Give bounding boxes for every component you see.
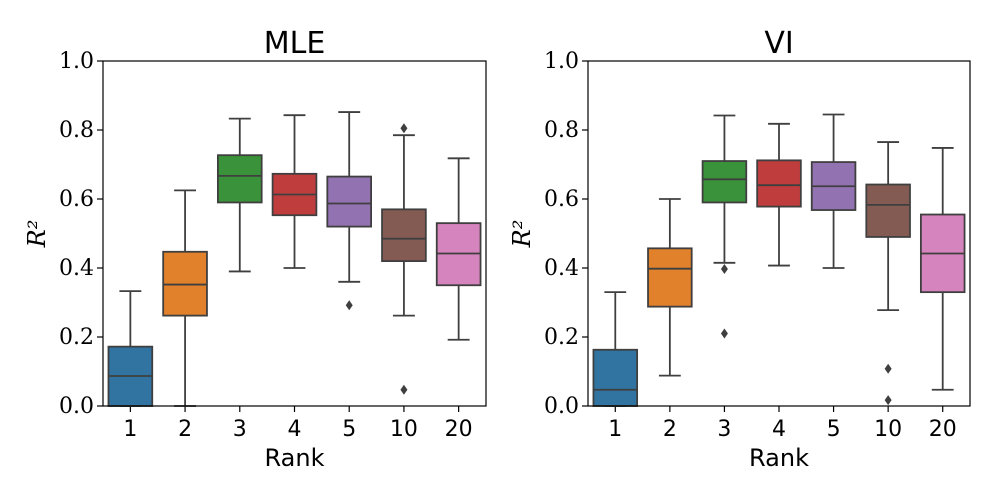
- box-5: [326, 111, 373, 311]
- plot-frame: [102, 60, 487, 407]
- outlier-point: [400, 123, 408, 134]
- outlier-point: [884, 395, 892, 406]
- x-tick-label: 4: [288, 417, 302, 442]
- box-3: [701, 114, 748, 339]
- outlier-point: [720, 328, 728, 339]
- y-tick-label: 0.2: [544, 325, 579, 350]
- box-1: [592, 291, 639, 407]
- chart-title: MLE: [264, 26, 326, 61]
- box-body: [756, 159, 802, 208]
- outlier-point: [884, 363, 892, 374]
- x-tick-label: 10: [874, 417, 902, 442]
- outlier-point: [400, 384, 408, 395]
- y-tick-label: 0.4: [59, 256, 94, 281]
- box-body: [592, 348, 639, 407]
- box-2: [647, 198, 693, 377]
- chart-panel-2: VI 0.0 0.2 0.4 0.6 0.8 1.0 1 2 3 4 5 10 20 Rank R²: [508, 26, 971, 472]
- x-tick-label: 2: [663, 417, 677, 442]
- y-tick-label: 0.8: [544, 118, 579, 143]
- box-body: [326, 175, 373, 228]
- x-tick-label: 5: [827, 417, 841, 442]
- y-tick-label: 1.0: [59, 49, 94, 74]
- box-20: [435, 157, 482, 341]
- box-body: [701, 160, 748, 204]
- x-tick-label: 20: [929, 417, 957, 442]
- x-axis-label: Rank: [265, 444, 325, 472]
- box-4: [756, 122, 802, 267]
- box-body: [216, 154, 263, 204]
- box-10: [865, 141, 911, 406]
- outlier-point: [345, 300, 353, 311]
- box-5: [810, 113, 857, 269]
- x-tick-label: 1: [608, 417, 622, 442]
- x-tick-label: 3: [717, 417, 731, 442]
- box-2: [162, 189, 208, 407]
- box-20: [919, 147, 966, 391]
- box-4: [271, 114, 318, 269]
- outlier-point: [720, 264, 728, 275]
- y-tick-label: 0.4: [544, 256, 579, 281]
- y-tick-label: 0.0: [544, 394, 579, 419]
- x-tick-label: 1: [123, 417, 137, 442]
- plot-frame: [587, 60, 971, 407]
- chart-panel-1: MLE 0.0 0.2 0.4 0.6 0.8 1.0 1 2 3 4 5 10 20 Rank R²: [23, 26, 487, 472]
- y-axis-label: R²: [23, 220, 51, 249]
- box-3: [216, 117, 263, 273]
- y-axis-label: R²: [508, 220, 536, 249]
- x-tick-label: 5: [342, 417, 356, 442]
- box-body: [381, 208, 427, 263]
- y-tick-label: 0.0: [59, 394, 94, 419]
- x-tick-label: 10: [390, 417, 418, 442]
- box-10: [381, 123, 427, 395]
- x-tick-label: 4: [772, 417, 786, 442]
- x-tick-label: 20: [445, 417, 473, 442]
- y-tick-label: 0.6: [59, 187, 94, 212]
- y-tick-label: 0.6: [544, 187, 579, 212]
- box-body: [647, 247, 693, 308]
- box-body: [865, 183, 911, 238]
- box-1: [107, 290, 154, 407]
- y-tick-label: 0.8: [59, 118, 94, 143]
- y-tick-label: 1.0: [544, 49, 579, 74]
- y-tick-label: 0.2: [59, 325, 94, 350]
- chart-title: VI: [764, 26, 793, 61]
- x-tick-label: 2: [178, 417, 192, 442]
- x-axis-label: Rank: [749, 444, 809, 472]
- x-tick-label: 3: [233, 417, 247, 442]
